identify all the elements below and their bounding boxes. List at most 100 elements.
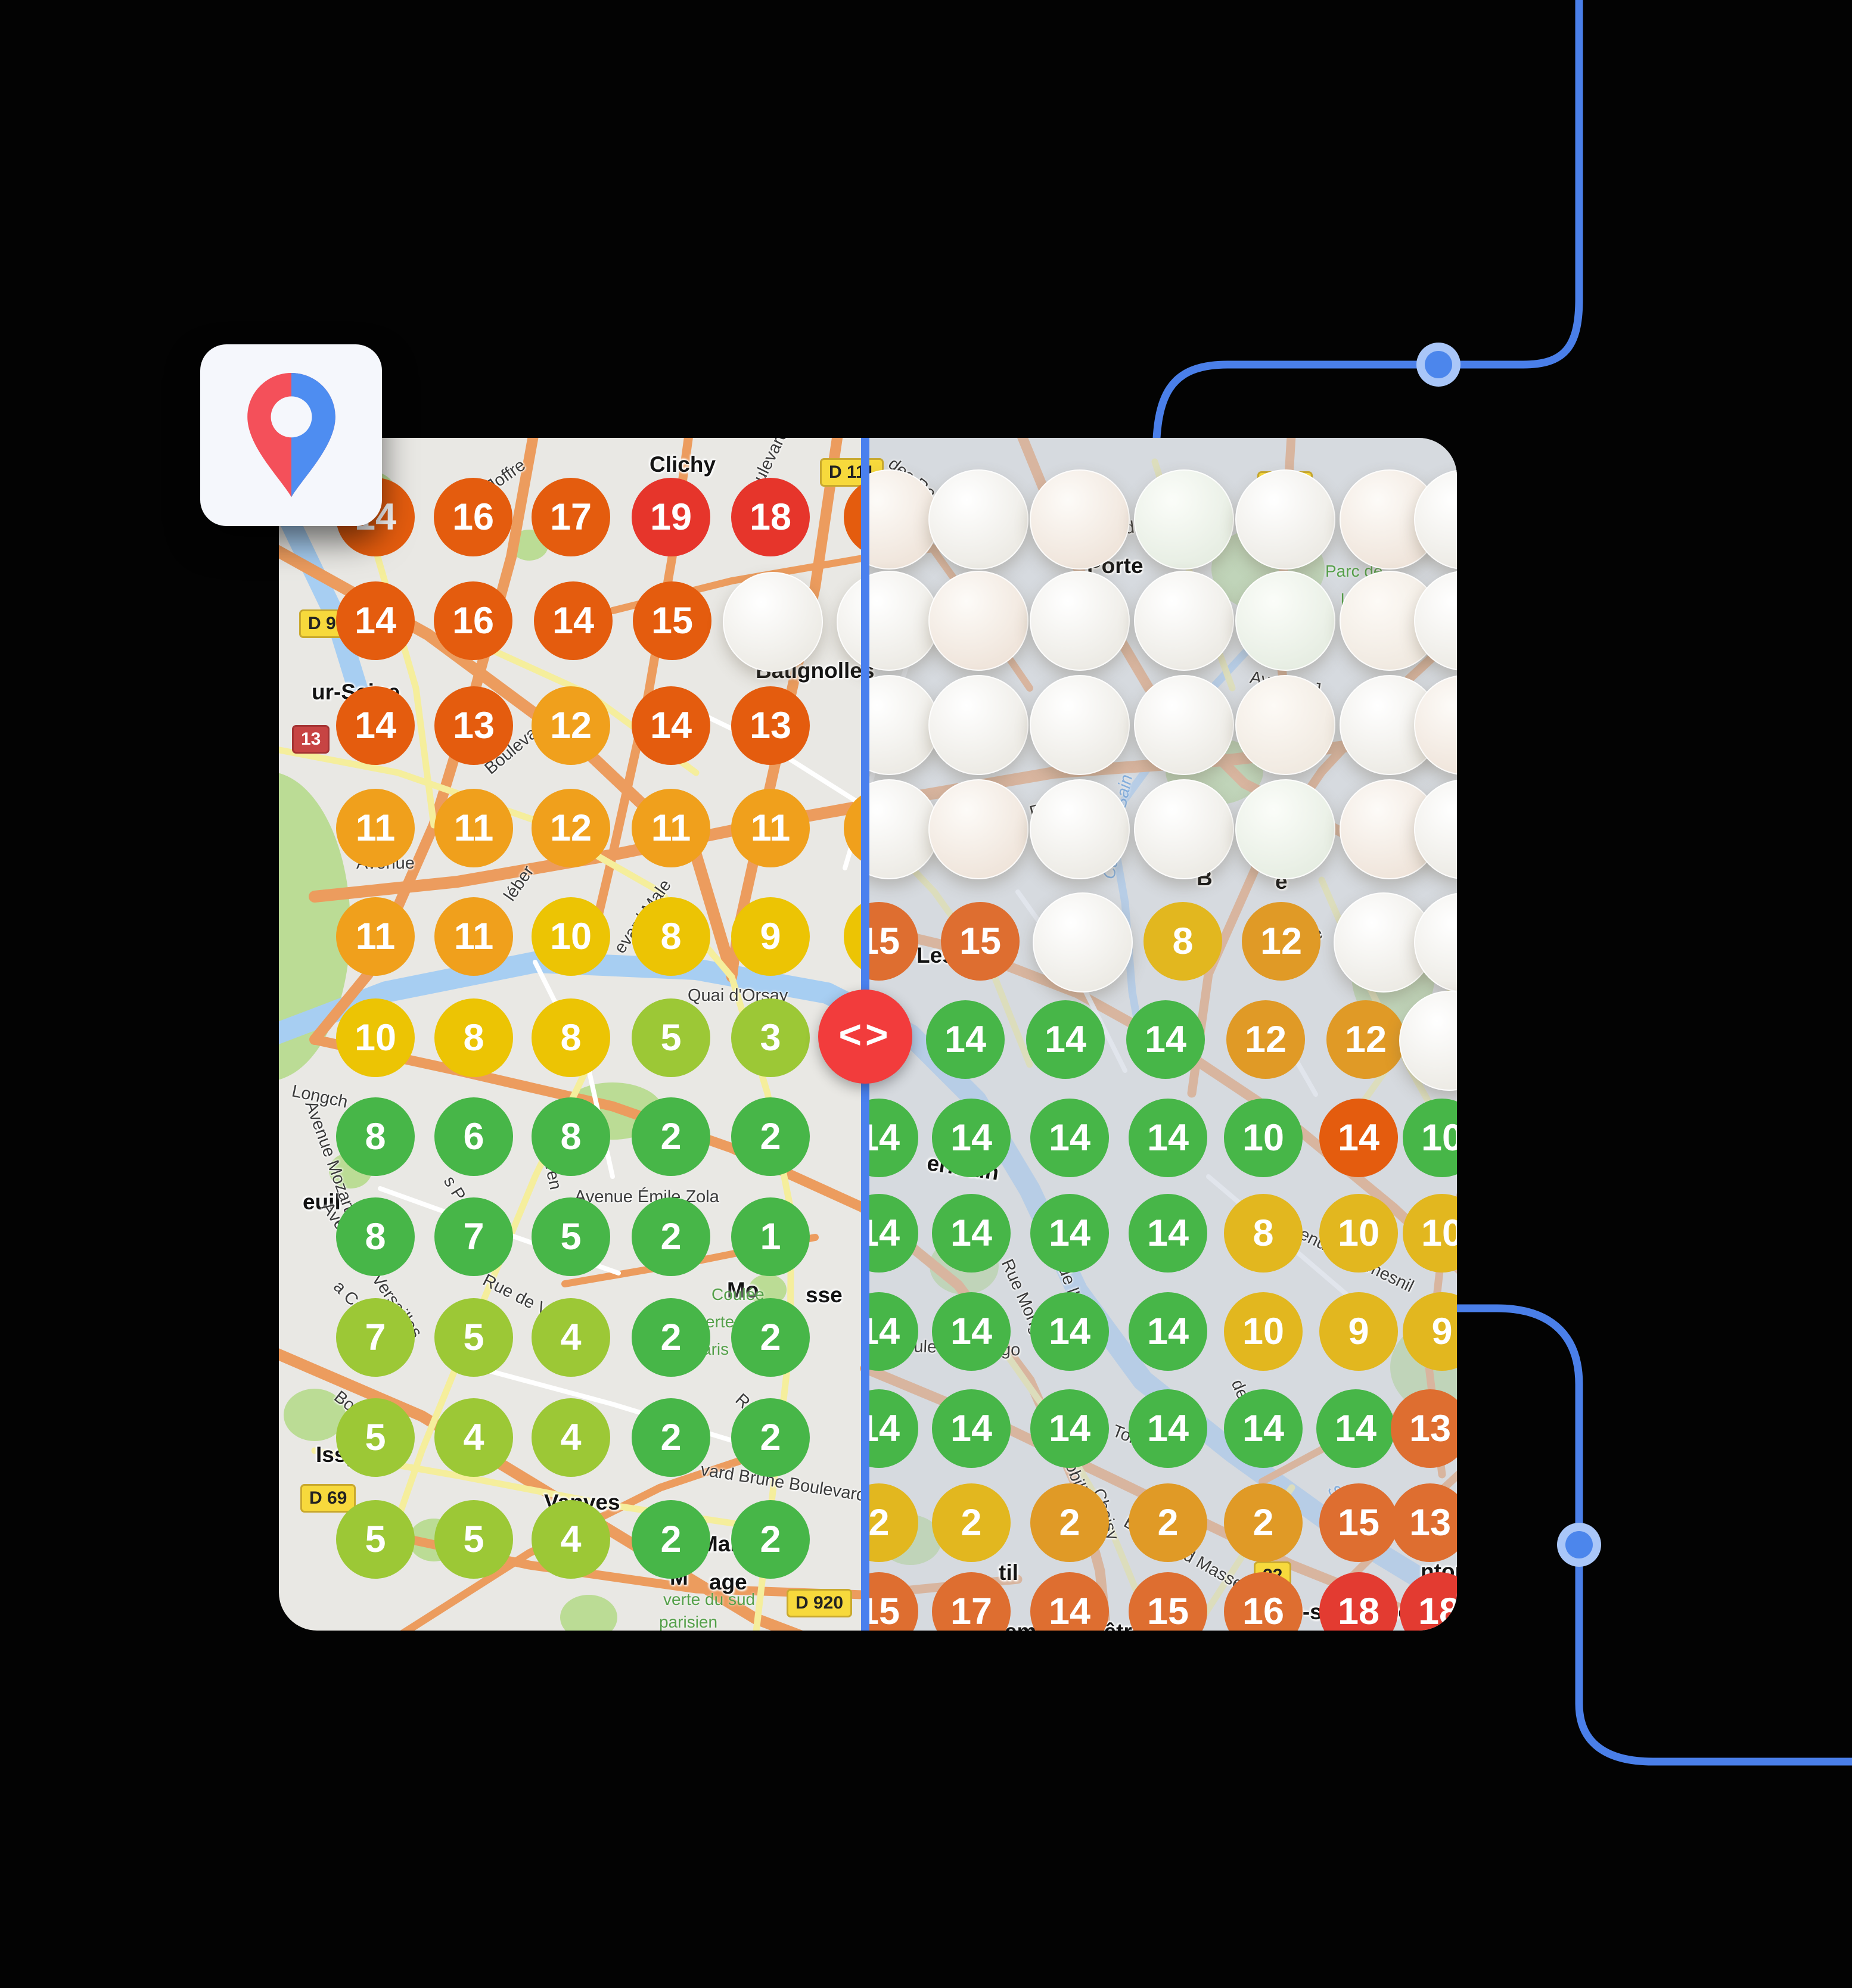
- map-marker[interactable]: 19: [632, 478, 710, 556]
- map-marker[interactable]: 14: [632, 686, 710, 765]
- map-marker[interactable]: 2: [632, 1500, 710, 1579]
- map-marker[interactable]: 11: [434, 789, 513, 867]
- map-marker[interactable]: 14: [1319, 1099, 1398, 1177]
- map-marker[interactable]: 14: [1224, 1389, 1303, 1468]
- map-marker[interactable]: 14: [1129, 1194, 1207, 1273]
- map-marker[interactable]: 18: [1400, 1572, 1457, 1631]
- map-marker[interactable]: 4: [532, 1298, 610, 1377]
- map-marker[interactable]: 14: [1129, 1389, 1207, 1468]
- map-marker[interactable]: 5: [336, 1398, 415, 1477]
- map-marker-empty[interactable]: [1030, 779, 1130, 879]
- map-marker[interactable]: 2: [731, 1097, 810, 1176]
- map-marker[interactable]: 2: [1030, 1483, 1109, 1562]
- map-marker[interactable]: 13: [1391, 1483, 1457, 1562]
- map-marker-empty[interactable]: [1134, 675, 1234, 775]
- map-marker[interactable]: 9: [1319, 1292, 1398, 1371]
- map-marker[interactable]: 18: [731, 478, 810, 556]
- map-marker[interactable]: 8: [336, 1097, 415, 1176]
- map-marker[interactable]: 4: [532, 1500, 610, 1579]
- map-marker[interactable]: 14: [926, 1000, 1005, 1079]
- map-marker[interactable]: 14: [932, 1292, 1011, 1371]
- map-marker[interactable]: 2: [731, 1398, 810, 1477]
- map-marker[interactable]: 14: [1126, 1000, 1205, 1079]
- map-marker-empty[interactable]: [928, 675, 1028, 775]
- map-marker[interactable]: 14: [1316, 1389, 1395, 1468]
- map-marker[interactable]: 2: [1224, 1483, 1303, 1562]
- map-marker[interactable]: 15: [865, 1572, 918, 1631]
- map-marker-empty[interactable]: [1235, 675, 1335, 775]
- map-marker[interactable]: 5: [434, 1500, 513, 1579]
- map-marker[interactable]: 16: [1224, 1572, 1303, 1631]
- map-marker[interactable]: 12: [532, 789, 610, 867]
- map-marker[interactable]: 13: [434, 686, 513, 765]
- map-marker[interactable]: 14: [336, 686, 415, 765]
- map-marker-empty[interactable]: [1235, 571, 1335, 671]
- map-marker[interactable]: 10: [1403, 1099, 1457, 1177]
- map-marker[interactable]: 13: [1391, 1389, 1457, 1468]
- map-marker[interactable]: 12: [1226, 1000, 1305, 1079]
- map-marker[interactable]: 10: [1319, 1194, 1398, 1273]
- map-marker[interactable]: 14: [1030, 1572, 1109, 1631]
- map-marker-empty[interactable]: [928, 571, 1028, 671]
- map-marker[interactable]: 2: [632, 1398, 710, 1477]
- map-marker[interactable]: 14: [1030, 1292, 1109, 1371]
- map-marker-empty[interactable]: [1134, 779, 1234, 879]
- map-marker[interactable]: 7: [434, 1197, 513, 1276]
- map-marker[interactable]: 8: [532, 998, 610, 1077]
- map-marker[interactable]: 9: [731, 897, 810, 976]
- map-marker[interactable]: 10: [1224, 1292, 1303, 1371]
- map-marker[interactable]: 10: [336, 998, 415, 1077]
- map-marker[interactable]: 8: [1224, 1194, 1303, 1273]
- map-marker[interactable]: 12: [1242, 902, 1320, 981]
- map-marker[interactable]: 14: [932, 1389, 1011, 1468]
- map-marker-empty[interactable]: [1033, 892, 1133, 993]
- map-marker-empty[interactable]: [928, 469, 1028, 570]
- map-marker[interactable]: 9: [1403, 1292, 1457, 1371]
- map-marker[interactable]: 14: [932, 1099, 1011, 1177]
- map-marker[interactable]: 16: [434, 581, 512, 660]
- map-marker-empty[interactable]: [1414, 892, 1457, 993]
- map-marker[interactable]: 2: [632, 1197, 710, 1276]
- map-marker-empty[interactable]: [1030, 675, 1130, 775]
- map-marker[interactable]: 8: [632, 897, 710, 976]
- map-marker[interactable]: 1: [731, 1197, 810, 1276]
- map-marker[interactable]: 18: [1319, 1572, 1398, 1631]
- map-marker-empty[interactable]: [1134, 469, 1234, 570]
- map-marker[interactable]: 14: [534, 581, 613, 660]
- map-marker[interactable]: 16: [434, 478, 512, 556]
- map-marker[interactable]: 14: [1129, 1099, 1207, 1177]
- map-marker[interactable]: 14: [1030, 1194, 1109, 1273]
- map-marker[interactable]: 2: [731, 1500, 810, 1579]
- map-marker-empty[interactable]: [723, 572, 823, 672]
- map-marker[interactable]: 2: [632, 1097, 710, 1176]
- map-marker[interactable]: 14: [1026, 1000, 1105, 1079]
- map-marker-empty[interactable]: [928, 779, 1028, 879]
- map-marker[interactable]: 14: [932, 1194, 1011, 1273]
- map-marker[interactable]: 10: [1224, 1099, 1303, 1177]
- map-marker[interactable]: 10: [532, 897, 610, 976]
- map-marker[interactable]: 17: [532, 478, 610, 556]
- map-marker[interactable]: 5: [336, 1500, 415, 1579]
- map-marker[interactable]: 15: [633, 581, 711, 660]
- map-marker[interactable]: 4: [532, 1398, 610, 1477]
- map-marker[interactable]: 15: [1129, 1572, 1207, 1631]
- map-marker[interactable]: 8: [532, 1097, 610, 1176]
- map-marker[interactable]: 5: [632, 998, 710, 1077]
- map-marker[interactable]: 12: [1326, 1000, 1405, 1079]
- map-marker[interactable]: 4: [434, 1398, 513, 1477]
- map-marker[interactable]: 8: [434, 998, 513, 1077]
- map-marker-empty[interactable]: [1134, 571, 1234, 671]
- comparison-slider-handle[interactable]: <>: [818, 990, 912, 1084]
- map-marker[interactable]: 11: [731, 789, 810, 867]
- map-marker[interactable]: 14: [1030, 1389, 1109, 1468]
- map-marker[interactable]: 10: [1403, 1194, 1457, 1273]
- map-marker[interactable]: 2: [932, 1483, 1011, 1562]
- map-marker[interactable]: 2: [632, 1298, 710, 1377]
- map-marker[interactable]: 14: [1030, 1099, 1109, 1177]
- map-marker-empty[interactable]: [1399, 991, 1457, 1091]
- map-marker[interactable]: 11: [434, 897, 513, 976]
- map-marker[interactable]: 6: [434, 1097, 513, 1176]
- map-marker[interactable]: 3: [731, 998, 810, 1077]
- map-marker[interactable]: 14: [336, 581, 415, 660]
- map-marker[interactable]: 15: [1319, 1483, 1398, 1562]
